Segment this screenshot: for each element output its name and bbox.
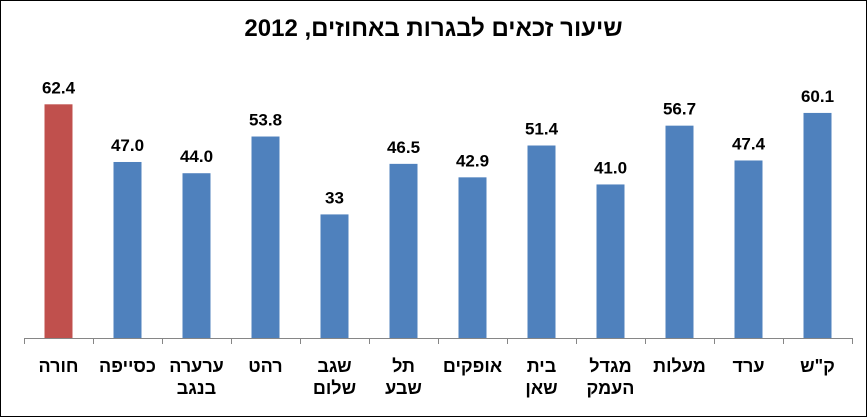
category-label: חורה — [38, 356, 78, 376]
bar — [803, 112, 832, 338]
bar — [320, 214, 349, 338]
bar-value-label: 41.0 — [594, 158, 627, 177]
value-labels-group: 62.4 47.0 44.0 53.8 33 46.5 42.9 51.4 41.0 56.7 47… — [42, 78, 834, 207]
bar-value-label: 47.0 — [111, 136, 144, 155]
category-label: ערערה — [169, 356, 224, 376]
category-label: שלום — [313, 378, 356, 398]
bar-value-label: 56.7 — [663, 100, 696, 119]
category-label: העמק — [587, 378, 635, 398]
bar — [182, 173, 211, 338]
bar — [527, 145, 556, 338]
bar — [734, 160, 763, 338]
bar-value-label: 47.4 — [732, 134, 766, 153]
category-label: בנגב — [177, 378, 216, 398]
category-label: כסייפה — [99, 356, 156, 376]
category-label: מעלות — [653, 356, 706, 376]
bar-value-label: 60.1 — [801, 87, 834, 106]
category-label: רהט — [248, 356, 282, 376]
category-label: מגדל — [589, 356, 631, 376]
category-label: שבע — [385, 378, 422, 398]
bar-value-label: 44.0 — [180, 147, 213, 166]
bar-value-label: 46.5 — [387, 138, 420, 157]
bar — [458, 177, 487, 338]
bar — [113, 161, 142, 338]
category-label: ערד — [733, 356, 765, 376]
bars-group — [44, 104, 832, 338]
bar — [389, 163, 418, 338]
bar-value-label: 62.4 — [42, 78, 76, 97]
bar-value-label: 33 — [325, 188, 344, 207]
category-label: אופקים — [443, 356, 502, 376]
category-label: שגב — [317, 356, 351, 376]
category-label: שאן — [525, 378, 557, 398]
bar-value-label: 42.9 — [456, 151, 489, 170]
chart-title: שיעור זכאים לבגרות באחוזים, 2012 — [244, 15, 623, 42]
category-label: בית — [527, 356, 557, 376]
bar — [596, 184, 625, 338]
axis-group — [24, 338, 853, 344]
category-label: תל — [392, 356, 415, 376]
bar-value-label: 51.4 — [525, 120, 559, 139]
bar — [44, 104, 73, 338]
category-label: ק"ש — [800, 356, 835, 376]
bar — [665, 125, 694, 338]
bar-value-label: 53.8 — [249, 111, 282, 130]
bar — [251, 136, 280, 338]
